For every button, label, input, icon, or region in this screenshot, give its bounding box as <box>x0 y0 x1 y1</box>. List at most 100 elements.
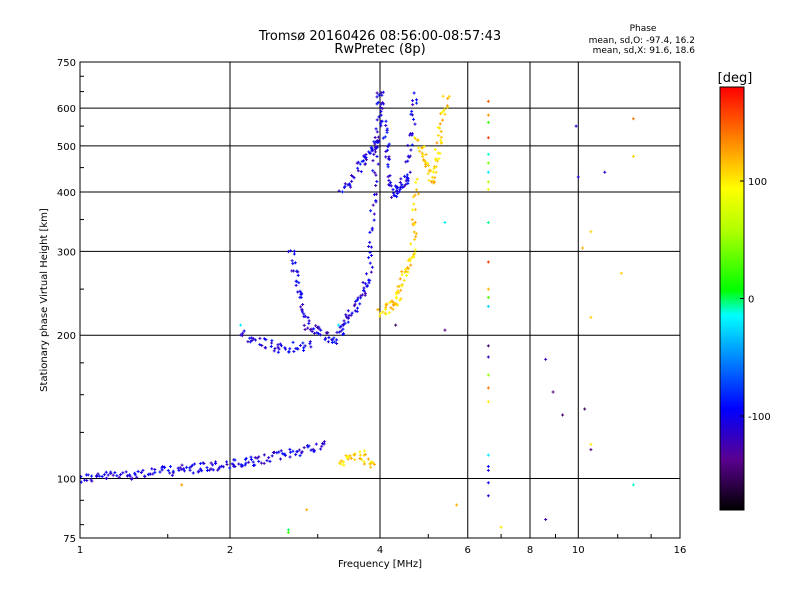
data-point <box>363 162 367 166</box>
data-point <box>163 465 167 469</box>
data-point <box>379 102 383 106</box>
data-point <box>317 327 321 331</box>
data-point <box>385 148 389 152</box>
data-point <box>440 111 444 115</box>
data-point <box>374 146 378 150</box>
data-point <box>169 465 173 469</box>
data-point <box>377 93 381 97</box>
data-point <box>372 218 376 222</box>
data-point <box>225 462 229 466</box>
data-point <box>378 314 382 318</box>
data-point <box>486 170 490 174</box>
data-point <box>347 182 351 186</box>
data-point <box>396 303 400 307</box>
data-point <box>307 319 311 323</box>
data-point <box>631 483 635 487</box>
data-point <box>368 240 372 244</box>
data-point <box>185 465 189 469</box>
data-point <box>170 473 174 477</box>
data-point <box>358 162 362 166</box>
data-point <box>402 278 406 282</box>
data-point <box>364 158 368 162</box>
data-point <box>294 453 298 457</box>
data-point <box>258 336 262 340</box>
data-point <box>356 166 360 170</box>
data-point <box>402 184 406 188</box>
data-point <box>343 321 347 325</box>
data-point <box>486 221 490 225</box>
data-point <box>180 467 184 471</box>
data-point <box>373 142 377 146</box>
data-point <box>353 302 357 306</box>
data-point <box>400 273 404 277</box>
data-point <box>394 323 398 327</box>
data-point <box>153 470 157 474</box>
data-point <box>198 467 202 471</box>
data-point <box>418 149 422 153</box>
data-point <box>276 345 280 349</box>
data-point <box>412 238 416 242</box>
data-point <box>89 478 93 482</box>
data-point <box>422 145 426 149</box>
data-point <box>301 341 305 345</box>
data-point <box>387 155 391 159</box>
data-point <box>398 277 402 281</box>
data-point <box>279 457 283 461</box>
data-point <box>298 454 302 458</box>
data-point <box>362 462 366 466</box>
data-point <box>292 249 296 253</box>
data-point <box>446 96 450 100</box>
data-point <box>544 518 548 522</box>
data-point <box>443 328 447 332</box>
data-point <box>381 310 385 314</box>
data-point <box>360 159 364 163</box>
data-point <box>380 101 384 105</box>
data-point <box>228 466 232 470</box>
data-point <box>421 153 425 157</box>
data-point <box>272 349 276 353</box>
data-point <box>486 260 490 264</box>
data-point <box>486 296 490 300</box>
data-point <box>341 332 345 336</box>
data-point <box>434 170 438 174</box>
data-point <box>295 450 299 454</box>
data-point <box>412 202 416 206</box>
data-point <box>356 160 360 164</box>
data-point <box>358 453 362 457</box>
data-point <box>443 107 447 111</box>
data-point <box>396 189 400 193</box>
data-point <box>443 221 447 225</box>
data-point <box>486 494 490 498</box>
data-point <box>200 469 204 473</box>
data-point <box>202 461 206 465</box>
data-point <box>242 329 246 333</box>
data-point <box>323 338 327 342</box>
data-point <box>395 292 399 296</box>
data-point <box>196 470 200 474</box>
data-point <box>239 323 243 327</box>
data-point <box>408 133 412 137</box>
data-point <box>441 94 445 98</box>
data-point <box>374 183 378 187</box>
data-point <box>412 252 416 256</box>
data-point <box>341 327 345 331</box>
data-point <box>257 459 261 463</box>
data-point <box>387 142 391 146</box>
data-point <box>376 100 380 104</box>
data-point <box>383 311 387 315</box>
data-point <box>335 341 339 345</box>
y-tick-label: 75 <box>63 534 76 545</box>
data-point <box>372 212 376 216</box>
data-point <box>244 457 248 461</box>
data-point <box>284 347 288 351</box>
data-point <box>257 455 261 459</box>
x-tick-label: 2 <box>227 545 233 556</box>
data-point <box>375 180 379 184</box>
data-point <box>356 169 360 173</box>
data-point <box>409 263 413 267</box>
data-point <box>400 284 404 288</box>
data-point <box>339 324 343 328</box>
data-point <box>220 464 224 468</box>
data-point <box>372 462 376 466</box>
data-point <box>359 170 363 174</box>
